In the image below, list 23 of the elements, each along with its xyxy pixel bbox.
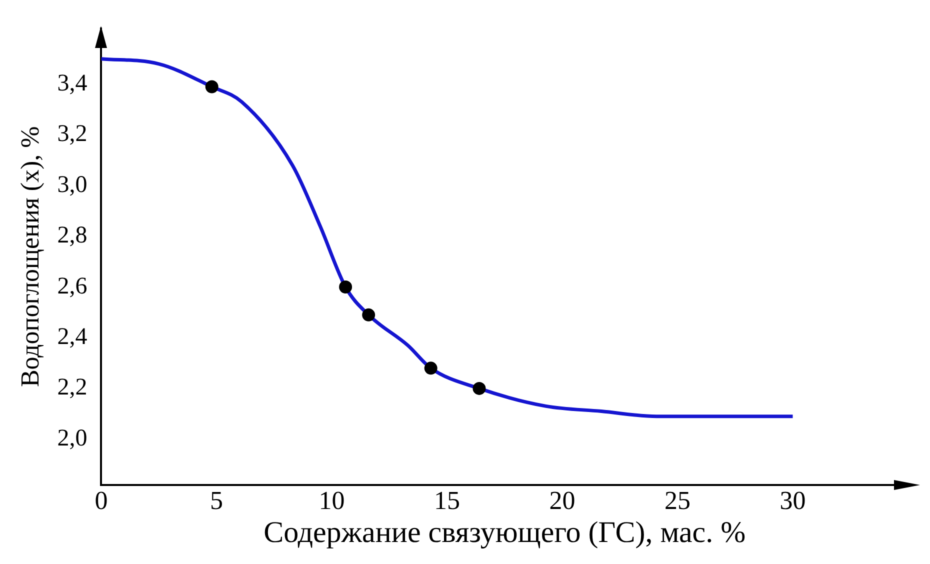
x-tick-label: 20 <box>549 486 576 516</box>
x-tick-label: 10 <box>318 486 345 516</box>
x-tick-label: 15 <box>434 486 460 516</box>
y-tick-label: 3,4 <box>57 70 88 96</box>
y-axis-title: Водопоглощения (x), % <box>15 126 44 388</box>
y-tick-label: 2,4 <box>57 324 88 350</box>
line-series <box>101 57 794 418</box>
y-tick-label: 2,2 <box>57 374 88 401</box>
y-tick-label: 3,0 <box>57 172 88 198</box>
y-tick-label: 2,0 <box>57 425 88 452</box>
x-tick-label: 5 <box>210 486 223 516</box>
y-tick-label: 3,2 <box>57 121 88 148</box>
point <box>424 362 438 375</box>
y-tick-label: 2,8 <box>57 222 88 249</box>
x-axis-title: Содержание связующего (ГС), мас. % <box>264 516 746 549</box>
point <box>205 80 218 94</box>
point <box>339 280 352 294</box>
x-tick-label: 25 <box>664 486 690 516</box>
point <box>472 382 486 395</box>
x-tick-label: 30 <box>780 486 806 516</box>
x-tick-label: 0 <box>94 486 108 516</box>
point <box>362 308 376 322</box>
y-tick-label: 2,6 <box>57 273 88 300</box>
